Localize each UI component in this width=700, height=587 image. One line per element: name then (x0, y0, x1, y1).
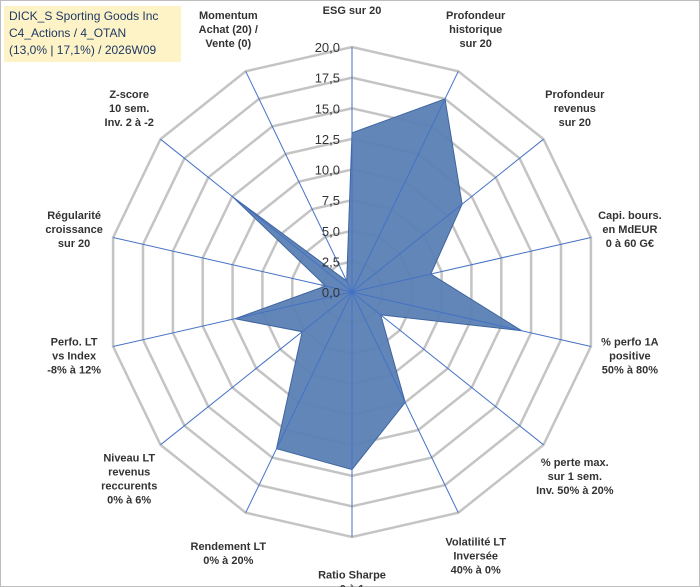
radial-tick-label: 10,0 (315, 163, 340, 178)
axis-label-line: ESG sur 20 (323, 5, 382, 17)
axis-label-line: Vente (0) (205, 38, 251, 50)
axis-label-7: Volatilité LT Inversée 40% à 0% (445, 536, 506, 576)
axis-label-line: Achat (20) / (199, 24, 258, 36)
axis-label-3: Profondeur revenus sur 20 (545, 89, 605, 129)
axis-label-2: Profondeur historique sur 20 (446, 10, 506, 50)
axis-label-11: Perfo. LT vs Index -8% à 12% (47, 337, 101, 377)
axis-label-line: Inv. 2 à -2 (105, 117, 154, 129)
axis-spoke-14 (245, 71, 353, 293)
radial-tick-label: 15,0 (315, 101, 340, 116)
axis-label-line: revenus (554, 103, 596, 115)
axis-spoke-6 (351, 291, 544, 446)
axis-label-1: Note ESG sur 20 (323, 0, 382, 17)
axis-label-line: 0% à 20% (203, 555, 253, 567)
axis-label-line: Momentum (199, 10, 258, 22)
radial-tick-label: 5,0 (322, 224, 340, 239)
axis-label-line: vs Index (52, 351, 97, 363)
axis-label-6: % perte max. sur 1 sem. Inv. 50% à 20% (536, 457, 614, 497)
axis-label-line: % perte max. (541, 457, 609, 469)
axis-label-line: Ratio Sharpe (318, 569, 386, 581)
axis-label-line: Capi. bours. (598, 210, 662, 222)
axis-label-line: Note (340, 0, 364, 3)
axis-label-line: 0 à 60 G€ (606, 238, 654, 250)
axis-label-line: Inversée (453, 550, 498, 562)
data-series-area (231, 98, 522, 471)
radial-tick-label: 20,0 (315, 40, 340, 55)
axis-label-line: croissance (45, 224, 102, 236)
axis-label-5: % perfo 1A positive 50% à 80% (601, 337, 659, 377)
radial-tick-label: 17,5 (315, 71, 340, 86)
axis-label-10: Niveau LT revenus reccurents 0% à 6% (101, 452, 157, 506)
axis-label-line: sur 20 (58, 238, 90, 250)
axis-label-line: positive (609, 351, 651, 363)
axis-label-line: % perfo 1A (601, 337, 659, 349)
axis-label-line: Z-score (109, 89, 149, 101)
axis-spoke-7 (351, 291, 459, 513)
axis-label-13: Z-score 10 sem. Inv. 2 à -2 (105, 89, 154, 129)
axis-label-line: Régularité (47, 210, 101, 222)
axis-label-line: Volatilité LT (445, 536, 506, 548)
axis-label-line: sur 20 (559, 117, 591, 129)
axis-label-line: Inv. 50% à 20% (536, 485, 614, 497)
radial-tick-label: 7,5 (322, 193, 340, 208)
axis-label-line: 0% à 6% (107, 494, 151, 506)
axis-spoke-5 (351, 291, 592, 347)
axis-spoke-13 (160, 138, 353, 293)
axis-label-line: reccurents (101, 480, 157, 492)
axis-label-line: 10 sem. (109, 103, 149, 115)
axis-label-line: 0 à 1 (340, 583, 364, 587)
axis-label-9: Rendement LT 0% à 20% (191, 541, 267, 567)
axis-spoke-10 (160, 291, 353, 446)
axis-spoke-4 (351, 237, 592, 293)
chart-title-line-3: (13,0% | 17,1%) / 2026W09 (9, 43, 157, 57)
axis-label-line: historique (449, 24, 502, 36)
axis-label-line: sur 1 sem. (548, 471, 602, 483)
axis-spoke-11 (112, 291, 353, 347)
axis-label-14: Momentum Achat (20) / Vente (0) (199, 10, 258, 50)
axis-spoke-3 (351, 138, 544, 293)
axis-label-12: Régularité croissance sur 20 (45, 210, 102, 250)
chart-title-line-2: C4_Actions / 4_OTAN (9, 26, 127, 40)
axis-spoke-12 (112, 237, 353, 293)
axis-spoke-2 (351, 71, 459, 293)
axis-label-line: en MdEUR (602, 224, 657, 236)
axis-label-line: Profondeur (446, 10, 506, 22)
axis-label-line: sur 20 (459, 38, 491, 50)
axis-label-4: Capi. bours. en MdEUR 0 à 60 G€ (598, 210, 662, 250)
axis-label-8: Ratio Sharpe 0 à 1 (318, 569, 386, 587)
radial-tick-label: 0,0 (322, 285, 340, 300)
axis-label-line: Perfo. LT (51, 337, 98, 349)
axis-spoke-9 (245, 291, 353, 513)
chart-title-line-1: DICK_S Sporting Goods Inc (9, 9, 159, 23)
axis-label-line: Profondeur (545, 89, 605, 101)
chart-title-box: DICK_S Sporting Goods Inc C4_Actions / 4… (4, 6, 181, 62)
axis-label-line: Rendement LT (191, 541, 267, 553)
axis-label-line: revenus (108, 466, 150, 478)
radial-tick-label: 2,5 (322, 254, 340, 269)
axis-label-line: 50% à 80% (602, 365, 658, 377)
axis-label-line: Niveau LT (103, 452, 155, 464)
radial-tick-label: 12,5 (315, 132, 340, 147)
axis-label-line: 40% à 0% (451, 564, 501, 576)
axis-label-line: -8% à 12% (47, 365, 101, 377)
